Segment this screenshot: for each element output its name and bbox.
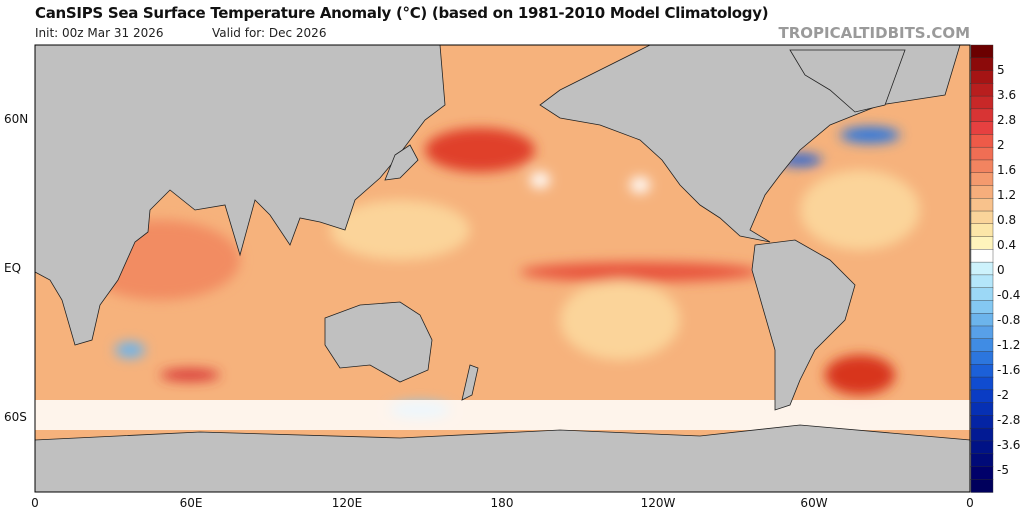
colorbar-swatch bbox=[970, 159, 994, 174]
sea-ice-south bbox=[35, 400, 970, 430]
colorbar-label: 3.6 bbox=[997, 88, 1017, 102]
colorbar-label: 1.6 bbox=[997, 163, 1017, 177]
colorbar-swatch bbox=[970, 70, 994, 85]
brand-watermark: TROPICALTIDBITS.COM bbox=[778, 24, 971, 42]
colorbar-swatch bbox=[970, 300, 994, 314]
colorbar-label: 0.8 bbox=[997, 213, 1017, 227]
anomaly-patches bbox=[80, 127, 920, 418]
colorbar-swatch bbox=[970, 185, 994, 199]
colorbar-swatch bbox=[970, 479, 994, 493]
colorbar-label: -5 bbox=[997, 463, 1009, 477]
map-title: CanSIPS Sea Surface Temperature Anomaly … bbox=[35, 4, 769, 22]
colorbar-swatch bbox=[970, 313, 994, 327]
colorbar-swatch bbox=[970, 325, 994, 340]
new-zealand bbox=[461, 364, 479, 401]
antarctica bbox=[34, 424, 971, 493]
colorbar bbox=[970, 44, 994, 493]
colorbar-swatch bbox=[970, 249, 994, 263]
colorbar-swatch bbox=[970, 121, 994, 136]
colorbar-swatch bbox=[970, 57, 994, 72]
colorbar-swatch bbox=[970, 364, 994, 378]
colorbar-swatch bbox=[970, 134, 994, 148]
colorbar-label: -0.4 bbox=[997, 288, 1021, 302]
colorbar-label: 5 bbox=[997, 63, 1005, 77]
australia bbox=[324, 301, 433, 383]
japan bbox=[384, 144, 419, 181]
colorbar-swatch bbox=[970, 223, 994, 238]
colorbar-swatch bbox=[970, 83, 994, 97]
colorbar-label: -1.6 bbox=[997, 363, 1021, 377]
colorbar-swatch bbox=[970, 198, 994, 212]
colorbar-swatch bbox=[970, 427, 994, 442]
colorbar-label: -0.8 bbox=[997, 313, 1021, 327]
south-america bbox=[751, 239, 856, 411]
colorbar-swatch bbox=[970, 108, 994, 123]
colorbar-swatch bbox=[970, 210, 994, 225]
colorbar-swatch bbox=[970, 453, 994, 468]
lon-label-0: 0 bbox=[31, 496, 39, 510]
colorbar-swatch bbox=[970, 440, 994, 455]
colorbar-swatch bbox=[970, 415, 994, 429]
lon-label-360: 0 bbox=[966, 496, 974, 510]
lon-label-120w: 120W bbox=[640, 496, 676, 510]
colorbar-label: 1.2 bbox=[997, 188, 1017, 202]
colorbar-label: -1.2 bbox=[997, 338, 1021, 352]
colorbar-swatch bbox=[970, 236, 994, 251]
colorbar-swatch bbox=[970, 261, 994, 276]
colorbar-swatch bbox=[970, 44, 994, 59]
colorbar-swatch bbox=[970, 338, 994, 353]
colorbar-swatch bbox=[970, 287, 994, 302]
colorbar-swatch bbox=[970, 402, 994, 417]
map-frame bbox=[34, 44, 971, 493]
colorbar-swatch bbox=[970, 351, 994, 365]
lon-label-180: 180 bbox=[490, 496, 514, 510]
colorbar-swatch bbox=[970, 172, 994, 187]
colorbar-swatch bbox=[970, 274, 994, 289]
colorbar-swatch bbox=[970, 389, 994, 404]
colorbar-swatch bbox=[970, 95, 994, 110]
valid-time: Valid for: Dec 2026 bbox=[212, 26, 327, 40]
init-time: Init: 00z Mar 31 2026 bbox=[35, 26, 164, 40]
lat-label-eq: EQ bbox=[4, 261, 22, 275]
colorbar-label: 2.8 bbox=[997, 113, 1017, 127]
lon-label-60e: 60E bbox=[179, 496, 203, 510]
colorbar-label: 0.4 bbox=[997, 238, 1017, 252]
land-masses bbox=[34, 44, 971, 493]
colorbar-swatch bbox=[970, 146, 994, 161]
lat-label-60s: 60S bbox=[4, 410, 27, 424]
colorbar-label: -2.8 bbox=[997, 413, 1021, 427]
colorbar-label: -2 bbox=[997, 388, 1009, 402]
greenland bbox=[789, 49, 906, 113]
colorbar-label: 2 bbox=[997, 138, 1005, 152]
colorbar-swatch bbox=[970, 466, 994, 480]
lat-label-60n: 60N bbox=[4, 112, 29, 126]
colorbar-label: 0 bbox=[997, 263, 1005, 277]
colorbar-swatch bbox=[970, 376, 994, 391]
lon-label-120e: 120E bbox=[331, 496, 363, 510]
colorbar-label: -3.6 bbox=[997, 438, 1021, 452]
lon-label-60w: 60W bbox=[800, 496, 828, 510]
